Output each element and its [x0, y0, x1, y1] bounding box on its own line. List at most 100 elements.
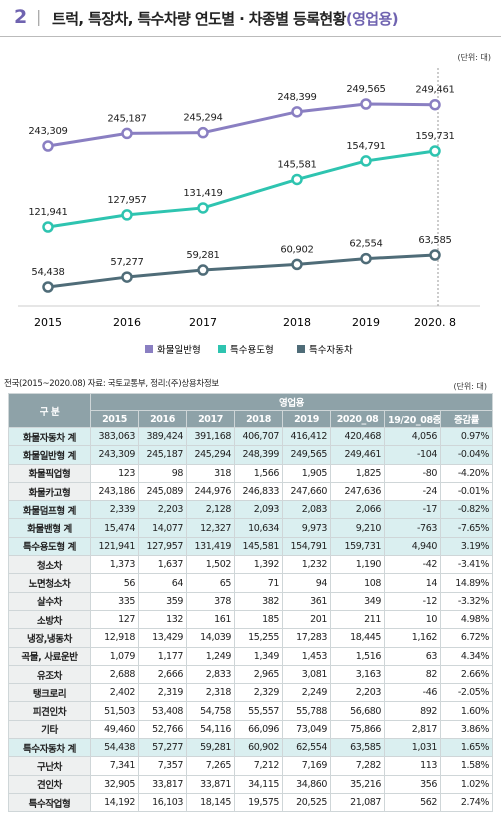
cell: -4.20% [439, 463, 494, 483]
cell: 10,634 [234, 518, 283, 538]
cell: 19,575 [234, 792, 283, 813]
cell: 1,031 [384, 738, 441, 758]
table-row: 탱크로리 2,402 2,319 2,318 2,329 2,249 2,203 -46 -2.… [8, 683, 494, 703]
cell: 21,087 [330, 792, 385, 813]
cell: 82 [384, 664, 441, 685]
point [291, 106, 303, 118]
row-label: 화물자동차 계 [8, 426, 91, 447]
data-label: 243,309 [28, 126, 67, 137]
point [291, 258, 303, 271]
cell: 359 [138, 591, 187, 611]
cell: 7,357 [138, 756, 187, 776]
cell: 1,392 [234, 555, 283, 575]
cell: 14 [384, 573, 441, 593]
cell: 1,177 [138, 646, 187, 666]
cell: 17,283 [282, 628, 331, 648]
cell: 2,203 [330, 683, 385, 703]
point [291, 173, 303, 186]
cell: 1,905 [282, 463, 331, 483]
cell: 1,825 [330, 463, 385, 483]
cell: 132 [138, 609, 187, 630]
column-header: 19/20_08증감 [384, 410, 441, 428]
data-label: 59,281 [186, 250, 219, 261]
title-main: 트럭, 특장차, 특수차량 연도별 · 차종별 등록현황 [52, 10, 346, 28]
point [429, 145, 441, 157]
cell: 75,866 [330, 719, 385, 740]
cell: 246,833 [234, 481, 283, 502]
cell: 243,309 [90, 445, 139, 465]
cell: -0.01% [439, 481, 494, 502]
cell: 185 [234, 609, 283, 630]
cell: 33,817 [138, 774, 187, 794]
cell: 1,190 [330, 555, 385, 575]
cell: 7,169 [282, 756, 331, 776]
cell: 14,077 [138, 518, 187, 538]
cell: 14,039 [186, 628, 235, 648]
column-header: 2020_08 [330, 410, 385, 428]
cell: 64 [138, 573, 187, 593]
cell: -7.65% [439, 518, 494, 538]
cell: 249,461 [330, 445, 385, 465]
cell: 161 [186, 609, 235, 630]
x-tick-label: 2019 [352, 316, 380, 329]
cell: 2,319 [138, 683, 187, 703]
cell: 18,445 [330, 628, 385, 648]
cell: 349 [330, 591, 385, 611]
cell: 1.02% [439, 774, 494, 794]
point [121, 209, 133, 221]
point [360, 98, 372, 110]
cell: -80 [384, 463, 441, 483]
cell: 1.58% [439, 756, 494, 776]
cell: 55,788 [282, 701, 331, 721]
data-label: 60,902 [280, 244, 313, 255]
cell: -46 [384, 683, 441, 703]
cell: 1,079 [90, 646, 139, 666]
cell: 1,349 [234, 646, 283, 666]
column-header: 증감률 [439, 410, 494, 428]
cell: 63,585 [330, 738, 385, 758]
chart: 2015 2016 2017 2018 2019 2020. 8 243,309 245,18… [18, 68, 480, 356]
table-row: 특수작업형 14,192 16,103 18,145 19,575 20,525 21,08… [8, 792, 494, 813]
cell: -763 [384, 518, 441, 538]
cell: 108 [330, 573, 385, 593]
cell: 4.34% [439, 646, 494, 666]
cell: -12 [384, 591, 441, 611]
cell: 1,373 [90, 555, 139, 575]
cell: 1,232 [282, 555, 331, 575]
cell: -0.04% [439, 445, 494, 465]
legend-swatch [145, 345, 153, 353]
cell: 244,976 [186, 481, 235, 502]
point [121, 271, 133, 283]
cell: 389,424 [138, 426, 187, 447]
cell: 378 [186, 591, 235, 611]
series-line [47, 253, 436, 289]
point [42, 140, 54, 152]
x-tick-label: 2017 [189, 316, 217, 329]
cell: 94 [282, 573, 331, 593]
legend-label: 화물일반형 [157, 345, 201, 356]
cell: 1,249 [186, 646, 235, 666]
cell: 2,083 [282, 500, 331, 520]
cell: 0.97% [439, 426, 494, 447]
cell: 14.89% [439, 573, 494, 593]
cell: 65 [186, 573, 235, 593]
cell: 245,089 [138, 481, 187, 502]
column-header: 2019 [282, 410, 331, 428]
point [42, 281, 54, 293]
cell: 2,318 [186, 683, 235, 703]
cell: 1,453 [282, 646, 331, 666]
cell: 63 [384, 646, 441, 666]
point [197, 126, 209, 139]
cell: 1,637 [138, 555, 187, 575]
row-label: 유조차 [8, 664, 91, 685]
cell: 356 [384, 774, 441, 794]
cell: 4,940 [384, 536, 441, 557]
cell: 113 [384, 756, 441, 776]
table-row: 살수차 335 359 378 382 361 349 -12 -3.32% [8, 591, 494, 611]
cell: 49,460 [90, 719, 139, 740]
x-tick-label: 2015 [34, 316, 62, 329]
cell: 7,212 [234, 756, 283, 776]
data-label: 54,438 [31, 267, 64, 278]
x-tick-label: 2018 [283, 316, 311, 329]
